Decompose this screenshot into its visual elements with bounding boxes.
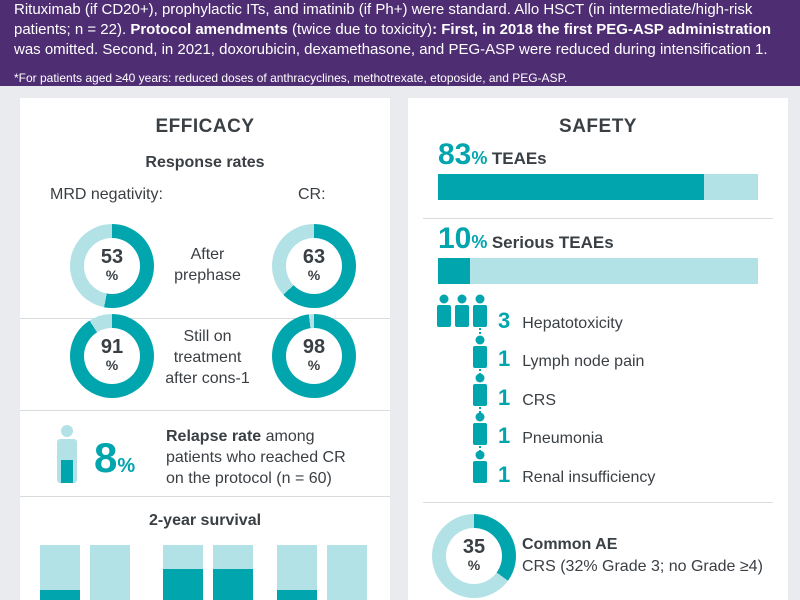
response-rates-title: Response rates xyxy=(145,154,265,171)
banner-text: : First, in 2018 the first PEG-ASP admin… xyxy=(432,21,772,38)
common-ae-donut: 35% xyxy=(432,514,516,598)
serious-teae-bar xyxy=(438,258,758,284)
donut-unit: % xyxy=(307,357,321,373)
donut-value: 91 xyxy=(100,336,124,358)
label-line: treatment xyxy=(173,349,242,366)
divider xyxy=(20,410,390,411)
row-label-prephase: After prephase xyxy=(160,244,255,286)
event-label: Hepatotoxicity xyxy=(522,315,623,332)
serious-bar-fill xyxy=(438,258,470,284)
cr-label: CR: xyxy=(298,186,326,203)
person-icon xyxy=(57,425,77,483)
relapse-bold: Relapse rate xyxy=(166,428,262,445)
label-line: After xyxy=(190,246,225,263)
banner-line-2: patients; n = 22). Protocol amendments (… xyxy=(14,20,786,40)
event-item: 1 Lymph node pain xyxy=(498,346,644,372)
survival-title: 2-year survival xyxy=(148,512,262,529)
efficacy-panel: EFFICACY Response rates MRD negativity: … xyxy=(20,98,390,600)
patient-icons xyxy=(437,294,487,483)
event-item: 1 Renal insufficiency xyxy=(498,462,655,488)
mrd-label: MRD negativity: xyxy=(50,186,163,203)
donut-unit: % xyxy=(105,267,119,283)
relapse-text: among xyxy=(261,428,315,445)
donut-value: 53 xyxy=(100,246,124,268)
event-label: Pneumonia xyxy=(522,430,604,447)
donut-unit: % xyxy=(105,357,119,373)
survival-bar xyxy=(90,545,130,600)
cr-cons1-donut: 98% xyxy=(272,314,356,398)
banner-text: patients; n = 22). xyxy=(14,21,131,38)
relapse-text: on the protocol (n = 60) xyxy=(166,470,332,487)
event-count: 1 xyxy=(498,462,511,487)
survival-bar-fill xyxy=(277,590,317,600)
donut-unit: % xyxy=(467,557,481,573)
relapse-description: Relapse rate among patients who reached … xyxy=(166,426,346,489)
banner-footnote: *For patients aged ≥40 years: reduced do… xyxy=(14,71,568,85)
label-line: prephase xyxy=(174,267,241,284)
survival-bar-fill xyxy=(213,569,253,600)
teae-label: TEAEs xyxy=(491,149,547,168)
donut-value: 98 xyxy=(302,336,326,358)
survival-bar xyxy=(40,545,80,600)
safety-title: SAFETY xyxy=(559,116,637,137)
serious-label: Serious TEAEs xyxy=(491,233,614,252)
banner-line-1: Rituximab (if CD20+), prophylactic ITs, … xyxy=(14,1,753,18)
teae-bar-fill xyxy=(438,174,704,200)
label-line: after cons-1 xyxy=(165,370,250,387)
event-count: 1 xyxy=(498,385,511,410)
banner-text: (twice due to toxicity) xyxy=(287,21,433,38)
safety-panel: SAFETY 83% TEAEs 10% Serious TEAEs 3 Hepa… xyxy=(408,98,788,600)
cr-prephase-donut: 63% xyxy=(272,224,356,308)
protocol-banner: Rituximab (if CD20+), prophylactic ITs, … xyxy=(0,0,800,86)
donut-value: 35 xyxy=(462,536,486,558)
divider xyxy=(423,502,773,503)
serious-unit: % xyxy=(471,232,488,252)
common-ae-description: CRS (32% Grade 3; no Grade ≥4) xyxy=(522,558,763,575)
event-item: 1 Pneumonia xyxy=(498,423,603,449)
mrd-prephase-donut: 53% xyxy=(70,224,154,308)
serious-value: 10 xyxy=(438,222,472,255)
relapse-unit: % xyxy=(117,455,136,477)
event-label: CRS xyxy=(522,392,557,409)
teae-unit: % xyxy=(471,148,488,168)
teae-bar xyxy=(438,174,758,200)
donut-value: 63 xyxy=(302,246,326,268)
banner-line-3: was omitted. Second, in 2021, doxorubici… xyxy=(14,41,768,58)
mrd-cons1-donut: 91% xyxy=(70,314,154,398)
row-label-cons1: Still on treatment after cons-1 xyxy=(155,326,260,389)
survival-bar xyxy=(277,545,317,600)
relapse-text: patients who reached CR xyxy=(166,449,346,466)
relapse-number: 8 xyxy=(94,434,118,481)
donut-unit: % xyxy=(307,267,321,283)
survival-bar-fill xyxy=(163,569,203,600)
event-label: Renal insufficiency xyxy=(522,469,656,486)
divider xyxy=(423,218,773,219)
banner-bold: Protocol amendments xyxy=(130,21,288,38)
divider xyxy=(20,496,390,497)
event-label: Lymph node pain xyxy=(522,353,645,370)
survival-bar xyxy=(163,545,203,600)
event-item: 1 CRS xyxy=(498,385,556,411)
event-count: 3 xyxy=(498,308,511,333)
teae-value: 83 xyxy=(438,138,472,171)
label-line: Still on xyxy=(183,328,232,345)
relapse-rate-value: 8% xyxy=(94,434,135,482)
event-count: 1 xyxy=(498,346,511,371)
divider xyxy=(20,318,390,319)
survival-bar xyxy=(213,545,253,600)
serious-teae-heading: 10% Serious TEAEs xyxy=(438,222,614,256)
survival-bar-fill xyxy=(40,590,80,600)
event-item: 3 Hepatotoxicity xyxy=(498,308,623,334)
common-ae-title: Common AE xyxy=(522,536,618,553)
survival-bar xyxy=(327,545,367,600)
event-count: 1 xyxy=(498,423,511,448)
efficacy-title: EFFICACY xyxy=(155,116,255,137)
teae-heading: 83% TEAEs xyxy=(438,138,547,172)
